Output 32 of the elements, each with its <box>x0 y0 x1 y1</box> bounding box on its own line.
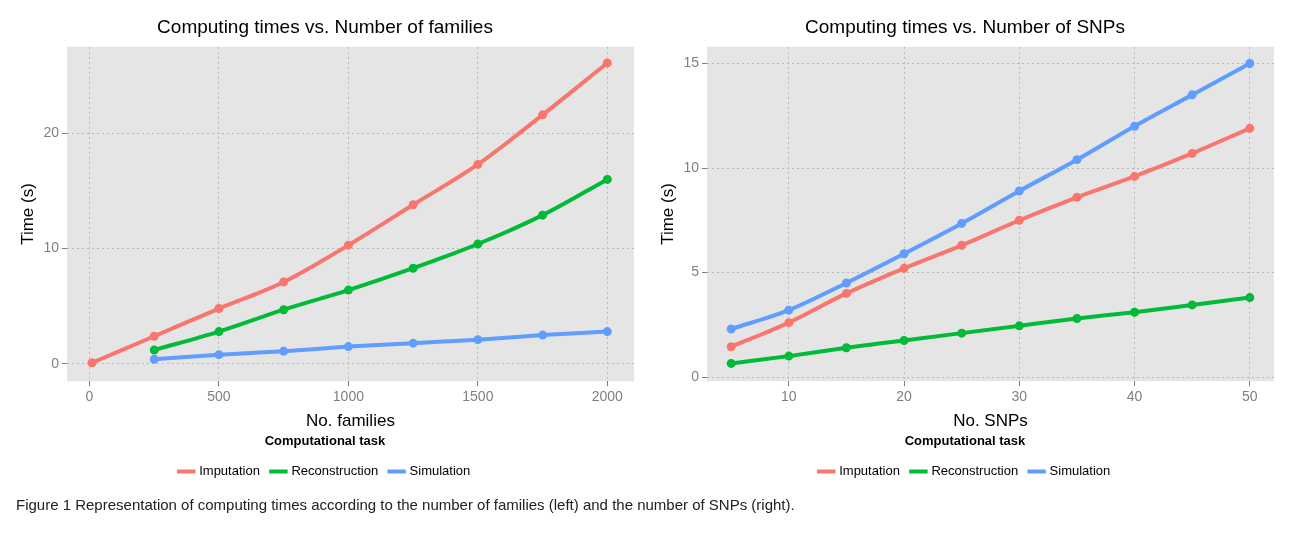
x-tick-label: 0 <box>85 388 94 405</box>
legend-label: Simulation <box>1049 463 1111 479</box>
legend-label: Reconstruction <box>931 463 1019 479</box>
x-tick-label: 2000 <box>591 388 624 405</box>
x-tick-label: 1500 <box>462 388 494 405</box>
y-tick-label: 10 <box>43 239 60 256</box>
x-tick-label: 1000 <box>332 388 365 405</box>
y-tick-label: 10 <box>683 158 700 175</box>
x-tick-label: 10 <box>781 388 797 405</box>
x-axis-title: No. families <box>306 410 395 430</box>
chart-title: Computing times vs. Number of SNPs <box>805 15 1125 37</box>
legend-label: Reconstruction <box>291 463 379 479</box>
x-tick-label: 50 <box>1242 388 1258 405</box>
y-tick-label: 20 <box>43 124 60 141</box>
legend-title: Computational task <box>904 433 1027 449</box>
x-tick-label: 30 <box>1011 388 1028 405</box>
x-tick-label: 20 <box>896 388 913 405</box>
legend-title: Computational task <box>264 433 387 449</box>
x-tick-label: 40 <box>1126 388 1143 405</box>
x-axis-title: No. SNPs <box>953 410 1028 430</box>
legend-label: Imputation <box>199 463 260 479</box>
y-tick-label: 0 <box>51 354 60 371</box>
x-tick-label: 500 <box>207 388 231 405</box>
y-axis-title: Time (s) <box>657 183 677 245</box>
y-tick-label: 5 <box>691 263 700 280</box>
y-tick-label: 0 <box>691 367 700 384</box>
legend-label: Simulation <box>409 463 471 479</box>
chart-title: Computing times vs. Number of families <box>157 15 493 37</box>
y-axis-title: Time (s) <box>17 183 37 245</box>
legend-label: Imputation <box>839 463 900 479</box>
y-tick-label: 15 <box>683 54 700 71</box>
caption: Figure 1 Representation of computing times according to the number of families (left) and the number of SNPs (right). <box>16 496 796 513</box>
